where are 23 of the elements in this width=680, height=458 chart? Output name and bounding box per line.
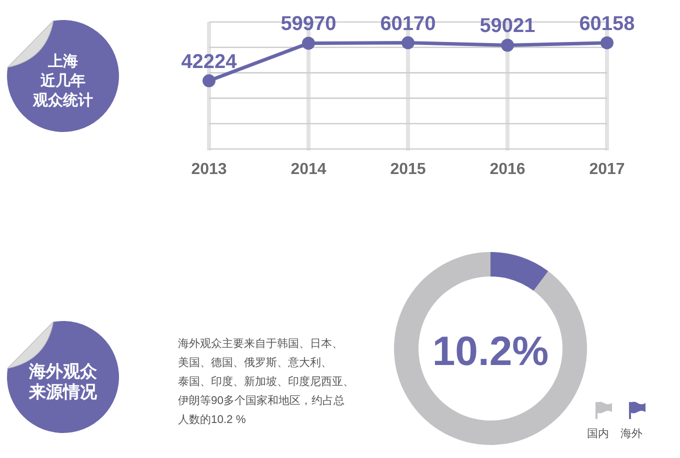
- point: [202, 74, 216, 88]
- data-label: 60158: [579, 12, 635, 35]
- data-label: 59970: [280, 13, 336, 36]
- point: [600, 36, 614, 50]
- x-tick-label: 2014: [290, 161, 326, 178]
- x-tick-label: 2017: [589, 161, 625, 178]
- data-label: 59021: [480, 15, 536, 38]
- point: [302, 36, 315, 50]
- text: 上海近几年观众统计: [32, 52, 93, 109]
- text: 海外观众来源情况: [28, 362, 98, 402]
- x-tick-label: 2013: [191, 161, 227, 178]
- legend-label: 国内: [587, 427, 609, 440]
- point: [402, 36, 414, 50]
- text: 10.2%: [432, 328, 549, 374]
- text: 海外观众主要来自于韩国、日本、美国、德国、俄罗斯、意大利、泰国、印度、新加坡、印度尼西亚、伊朗等90多个国家和地区，约占总人数的10.2 %: [178, 337, 354, 426]
- donut-slice: [394, 252, 587, 445]
- data-label: 42224: [181, 50, 238, 73]
- data-label: 60170: [380, 12, 436, 35]
- legend-label: 海外: [620, 428, 642, 440]
- x-tick-label: 2016: [490, 161, 526, 178]
- point: [501, 38, 514, 52]
- donut-slice: [490, 252, 548, 291]
- x-tick-label: 2015: [390, 161, 426, 178]
